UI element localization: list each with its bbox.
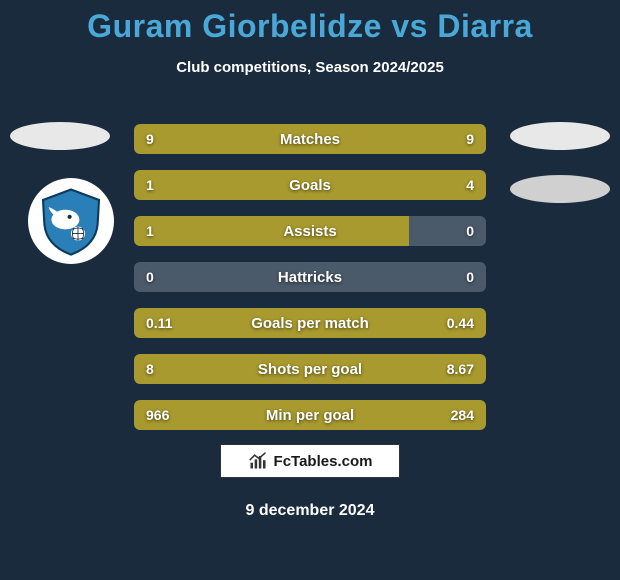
- stats-bars: 99Matches 14Goals 10Assists 00Hattricks 0.11…: [134, 124, 486, 446]
- player-left-badge-placeholder: [10, 122, 110, 150]
- page-title: Guram Giorbelidze vs Diarra: [0, 0, 620, 45]
- stat-label: Assists: [134, 216, 486, 246]
- stat-row: 88.67Shots per goal: [134, 354, 486, 384]
- stat-row: 99Matches: [134, 124, 486, 154]
- club-right-badge-placeholder: [510, 175, 610, 203]
- source-badge[interactable]: FcTables.com: [220, 444, 400, 478]
- club-left-badge: [28, 178, 114, 264]
- stat-row: 00Hattricks: [134, 262, 486, 292]
- date-label: 9 december 2024: [0, 502, 620, 520]
- source-label: FcTables.com: [274, 453, 373, 470]
- stat-label: Goals: [134, 170, 486, 200]
- stat-row: 10Assists: [134, 216, 486, 246]
- stat-row: 14Goals: [134, 170, 486, 200]
- stat-label: Goals per match: [134, 308, 486, 338]
- stat-label: Hattricks: [134, 262, 486, 292]
- stat-row: 966284Min per goal: [134, 400, 486, 430]
- subtitle: Club competitions, Season 2024/2025: [0, 59, 620, 76]
- stat-label: Shots per goal: [134, 354, 486, 384]
- stat-row: 0.110.44Goals per match: [134, 308, 486, 338]
- player-right-badge-placeholder: [510, 122, 610, 150]
- stat-label: Min per goal: [134, 400, 486, 430]
- chart-icon: [248, 451, 268, 471]
- shield-eagle-icon: [36, 186, 106, 256]
- stat-label: Matches: [134, 124, 486, 154]
